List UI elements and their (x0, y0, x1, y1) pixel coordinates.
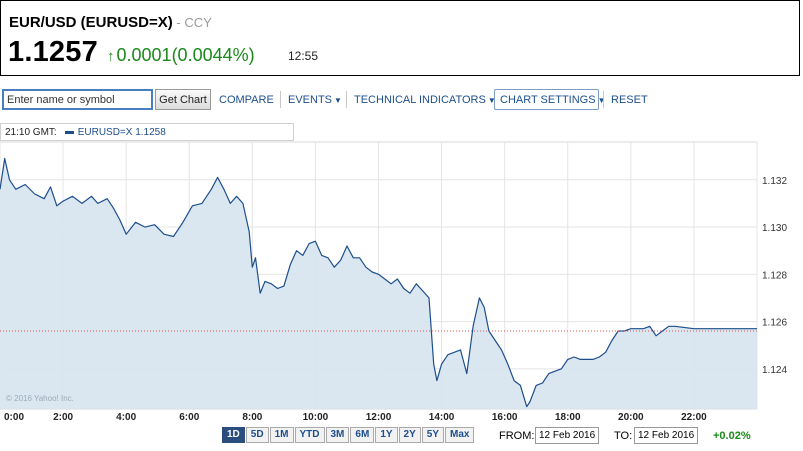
x-tick-label: 18:00 (555, 412, 581, 423)
series-line (0, 157, 757, 408)
quote-title: EUR/USD (EURUSD=X) (9, 14, 173, 31)
to-date-field[interactable]: 12 Feb 2016 (634, 427, 699, 444)
range-button-1d[interactable]: 1D (222, 427, 245, 443)
x-tick-label: 22:00 (681, 412, 707, 423)
caret-down-icon: ▼ (334, 96, 342, 105)
caret-down-icon: ▼ (597, 96, 606, 105)
chart-settings-label: CHART SETTINGS (500, 94, 596, 106)
chart-settings-menu[interactable]: CHART SETTINGS ▼ (494, 89, 605, 110)
compare-link[interactable]: COMPARE (219, 94, 274, 106)
arrow-up-icon: ↑ (107, 48, 115, 65)
toolbar-divider (346, 91, 347, 108)
hover-readout: 21:10 GMT: EURUSD=X 1.1258 (0, 123, 294, 141)
change-value: 0.0001 (116, 45, 172, 65)
range-button-2y[interactable]: 2Y (398, 427, 421, 443)
toolbar-divider (603, 91, 604, 108)
quote-time: 12:55 (288, 49, 319, 63)
chart-toolbar: Get Chart COMPARE EVENTS▼ TECHNICAL INDI… (0, 88, 803, 112)
range-selector: 1D 5D 1M YTD 3M 6M 1Y 2Y 5Y Max (222, 427, 475, 444)
y-tick-label: 1.126 (762, 318, 787, 329)
x-tick-label: 2:00 (53, 412, 73, 423)
y-tick-label: 1.132 (762, 176, 787, 187)
y-tick-label: 1.130 (762, 223, 787, 234)
asset-category: CCY (184, 15, 212, 30)
change-percent: (0.0044%) (171, 45, 255, 65)
symbol-search-input[interactable] (2, 89, 153, 110)
x-tick-label: 20:00 (618, 412, 644, 423)
range-button-1m[interactable]: 1M (269, 427, 294, 443)
to-label: TO: (614, 430, 633, 442)
events-menu[interactable]: EVENTS ▼ (288, 94, 342, 106)
range-button-6m[interactable]: 6M (350, 427, 375, 443)
price-change: ↑ 0.0001(0.0044%) (107, 45, 255, 66)
x-tick-label: 6:00 (179, 412, 199, 423)
chart-canvas[interactable]: 1.124 1.126 1.128 1.130 1.132 0:00 2:00 4:00 6:0… (0, 121, 803, 431)
from-label: FROM: (499, 430, 535, 442)
reset-link[interactable]: RESET (611, 94, 648, 106)
y-tick-label: 1.128 (762, 270, 787, 281)
range-button-5y[interactable]: 5Y (421, 427, 445, 443)
events-label: EVENTS (288, 94, 333, 106)
x-tick-label: 10:00 (303, 412, 329, 423)
caret-down-icon: ▼ (487, 96, 496, 105)
x-tick-label: 14:00 (429, 412, 455, 423)
x-tick-label: 4:00 (116, 412, 136, 423)
last-price: 1.1257 (8, 36, 98, 68)
range-button-ytd[interactable]: YTD (294, 427, 325, 443)
range-button-max[interactable]: Max (445, 427, 475, 443)
quote-title-row: EUR/USD (EURUSD=X) - CCY (9, 14, 212, 31)
y-tick-label: 1.124 (762, 365, 787, 376)
series-area (0, 158, 757, 409)
title-separator: - (172, 15, 185, 30)
quote-header: EUR/USD (EURUSD=X) - CCY 1.1257 ↑ 0.0001(… (0, 0, 800, 76)
price-row: 1.1257 ↑ 0.0001(0.0044%) 12:55 (8, 36, 318, 69)
range-button-5d[interactable]: 5D (245, 427, 269, 443)
x-tick-label: 16:00 (492, 412, 518, 423)
technical-indicators-label: TECHNICAL INDICATORS (354, 94, 486, 106)
toolbar-divider (280, 91, 281, 108)
from-date-field[interactable]: 12 Feb 2016 (535, 427, 600, 444)
x-tick-label: 12:00 (366, 412, 392, 423)
x-tick-label: 0:00 (4, 412, 24, 423)
hover-time: 21:10 GMT: (5, 127, 57, 138)
range-button-3m[interactable]: 3M (325, 427, 350, 443)
range-button-1y[interactable]: 1Y (375, 427, 398, 443)
range-percent-change: +0.02% (713, 430, 751, 442)
hover-value: EURUSD=X 1.1258 (77, 127, 166, 138)
get-chart-button[interactable]: Get Chart (155, 89, 211, 110)
chart-watermark: © 2016 Yahoo! Inc. (6, 394, 74, 403)
price-chart[interactable]: 21:10 GMT: EURUSD=X 1.1258 1.124 1.126 1.12… (0, 121, 803, 431)
series-swatch (64, 130, 74, 134)
x-tick-label: 8:00 (242, 412, 262, 423)
technical-indicators-menu[interactable]: TECHNICAL INDICATORS ▼ (354, 94, 496, 106)
